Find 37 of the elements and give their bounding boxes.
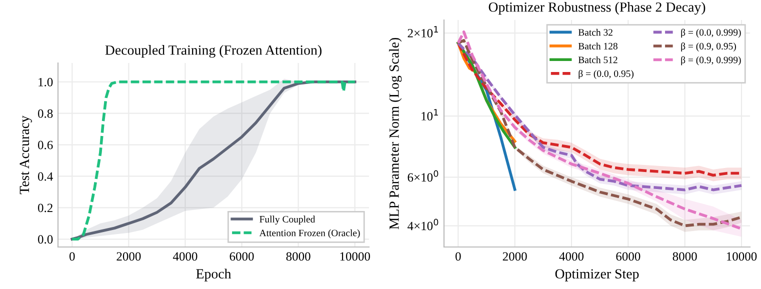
x-tick-label: 8000 <box>286 252 310 261</box>
y-tick-label: 4×10$^{0}$ <box>408 218 438 230</box>
legend-label: Batch 128 <box>578 42 618 50</box>
chart-title: Decoupled Training (Frozen Attention) <box>105 45 322 58</box>
y-tick-label: 0.0 <box>38 235 53 244</box>
x-axis-title: Optimizer Step <box>555 269 639 282</box>
chart-title: Optimizer Robustness (Phase 2 Decay) <box>488 2 706 15</box>
x-tick-label: 6000 <box>616 252 640 261</box>
legend-label: Attention Frozen (Oracle) <box>259 229 360 238</box>
y-tick-label: 0.6 <box>38 140 53 150</box>
x-tick-label: 8000 <box>672 252 697 261</box>
x-tick-label: 6000 <box>230 252 254 261</box>
x-tick-label: 2000 <box>502 252 527 261</box>
y-tick-label: 1.0 <box>38 78 53 86</box>
legend-label: β = (0.9, 0.999) <box>681 56 741 66</box>
y-tick-label: 0.4 <box>38 172 53 181</box>
y-axis-title: MLP Parameter Norm (Log Scale) <box>389 38 402 230</box>
x-tick-label: 10000 <box>726 252 757 261</box>
x-tick-label: 0 <box>456 252 461 261</box>
x-tick-label: 4000 <box>559 252 584 261</box>
y-tick-label: 10$^{1}$ <box>422 109 438 120</box>
y-axis-title: Test Accuracy <box>20 116 32 194</box>
legend-label: β = (0.0, 0.999) <box>681 28 741 38</box>
legend-label: Batch 512 <box>578 56 618 64</box>
x-tick-label: 4000 <box>172 252 198 261</box>
y-tick-label: 6×10$^{0}$ <box>408 170 438 182</box>
x-axis-title: Epoch <box>196 268 232 282</box>
x-tick-label: 2000 <box>116 252 141 261</box>
y-tick-label: 0.8 <box>38 109 53 118</box>
legend-label: Fully Coupled <box>260 216 316 225</box>
legend-label: Batch 32 <box>578 28 612 36</box>
y-tick-label: 2×10$^{1}$ <box>408 26 438 38</box>
x-tick-label: 10000 <box>340 252 370 261</box>
x-tick-label: 0 <box>69 252 75 261</box>
legend-label: β = (0.0, 0.95) <box>578 70 634 79</box>
y-tick-label: 0.2 <box>38 204 52 212</box>
legend-label: β = (0.9, 0.95) <box>681 42 736 52</box>
